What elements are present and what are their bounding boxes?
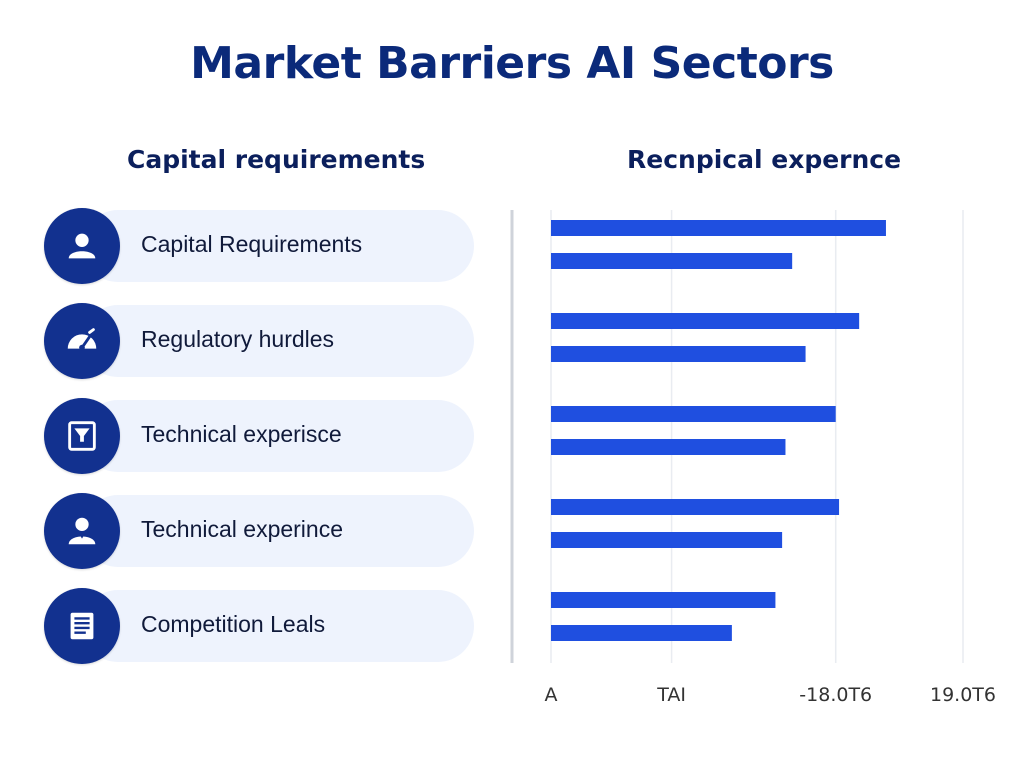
left-heading: Capital requirements — [127, 145, 426, 174]
bar — [551, 439, 786, 455]
barrier-item: Competition Leals — [44, 588, 476, 664]
bar-chart: A TAI -18.0T6 19.0T6 — [505, 205, 1005, 715]
funnel-icon — [44, 398, 120, 474]
bar — [551, 220, 886, 236]
barrier-list: Capital Requirements Regulatory hurdles … — [44, 208, 476, 683]
barrier-item: Technical experince — [44, 493, 476, 569]
barrier-item: Capital Requirements — [44, 208, 476, 284]
bar — [551, 592, 776, 608]
gauge-icon — [44, 303, 120, 379]
barrier-pill — [82, 210, 474, 282]
barrier-label: Technical experince — [141, 516, 344, 542]
x-tick-label: TAI — [656, 684, 686, 706]
barrier-pill — [82, 590, 474, 662]
person-icon — [44, 493, 120, 569]
barrier-item: Technical experisce — [44, 398, 476, 474]
bar — [551, 532, 783, 548]
x-tick-label: A — [545, 684, 558, 706]
barrier-pill — [82, 495, 474, 567]
barrier-label: Capital Requirements — [141, 231, 363, 257]
barrier-pill — [82, 305, 474, 377]
bar — [551, 253, 793, 269]
barrier-item: Regulatory hurdles — [44, 303, 476, 379]
x-tick-label: -18.0T6 — [799, 684, 872, 706]
barrier-label: Regulatory hurdles — [141, 326, 335, 352]
barrier-label: Competition Leals — [141, 611, 326, 637]
bar — [551, 406, 836, 422]
right-heading: Recnpical expernce — [627, 145, 902, 174]
bar — [551, 346, 806, 362]
barrier-pill — [82, 400, 474, 472]
bar — [551, 625, 732, 641]
bar — [551, 499, 840, 515]
document-icon — [44, 588, 120, 664]
chart-title: Market Barriers AI Sectors — [190, 38, 834, 89]
barrier-label: Technical experisce — [141, 421, 342, 447]
person-icon — [44, 208, 120, 284]
x-tick-label: 19.0T6 — [930, 684, 996, 706]
bar-chart-svg: A TAI -18.0T6 19.0T6 — [510, 210, 996, 706]
bar — [551, 313, 860, 329]
